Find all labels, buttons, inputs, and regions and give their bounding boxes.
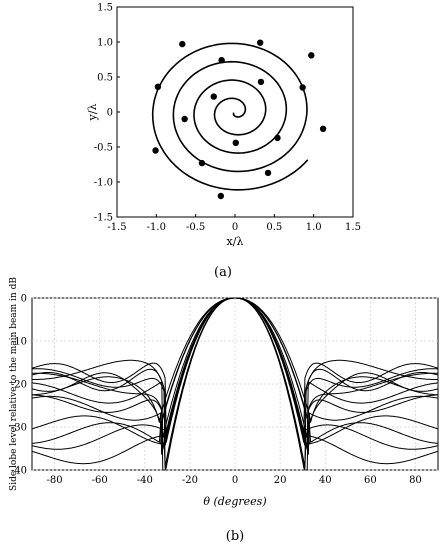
y-tick-label: 0 [21, 294, 27, 305]
panel-a-points [152, 39, 327, 200]
x-tick-label: -40 [137, 475, 153, 486]
x-tick-label: 60 [364, 475, 377, 486]
spiral-point [256, 39, 264, 46]
panel-b-ylabel: Side lobe level relative to the main bea… [9, 277, 19, 491]
spiral-point [198, 159, 206, 167]
y-tick-label: -0.5 [94, 143, 113, 154]
x-tick-label: -1.5 [107, 222, 126, 233]
panel-a: -1.5 -1.0 -0.5 0 0.5 1.0 1.5 1.51.00.50-0.5-1.… [86, 3, 361, 281]
panel-a-caption: (a) [214, 265, 232, 280]
panel-b-y-ticks: 0 -10 -20 -30 -40 [11, 294, 27, 477]
x-tick-label: 20 [274, 475, 287, 486]
spiral-point [217, 192, 225, 200]
spiral-point [181, 115, 188, 123]
x-tick-label: 40 [319, 475, 332, 486]
panel-b-xlabel: θ (degrees) [203, 495, 266, 508]
x-tick-label: 80 [409, 475, 422, 486]
spiral-point [179, 40, 186, 48]
y-tick-label: -30 [11, 423, 27, 434]
spiral-point [152, 147, 159, 154]
panel-b-grid [32, 297, 438, 471]
y-tick-label: 1.0 [97, 38, 113, 49]
y-tick-label: 0.5 [97, 73, 113, 84]
panel-b-x-ticks: -80 -60 -40 -20 0 20 40 60 80 [47, 475, 422, 486]
panel-a-x-ticks: -1.5 -1.0 -0.5 0 0.5 1.0 1.5 [107, 214, 361, 233]
spiral-point [264, 169, 272, 177]
x-tick-label: -0.5 [186, 222, 205, 233]
panel-a-xlabel: x/λ [227, 235, 244, 248]
spiral-point [299, 84, 306, 91]
spiral-point [308, 52, 315, 59]
y-tick-label: -10 [11, 337, 27, 348]
spiral-point [218, 57, 225, 64]
y-tick-label: 0 [107, 108, 113, 119]
x-tick-label: -80 [47, 475, 63, 486]
spiral-point [274, 134, 281, 142]
x-tick-label: -60 [92, 475, 108, 486]
panel-b-caption: (b) [226, 529, 244, 544]
x-tick-label: 1.0 [306, 222, 322, 233]
x-tick-label: -1.0 [147, 222, 166, 233]
panel-b-series [31, 297, 439, 471]
x-tick-label: -20 [182, 475, 198, 486]
panel-b: -80 -60 -40 -20 0 20 40 60 80 0 -10 -20 -30 -40 θ (d… [9, 277, 439, 544]
spiral-point [154, 83, 162, 91]
series-line [31, 297, 439, 455]
y-tick-label: -1.0 [94, 178, 113, 189]
x-tick-label: 0 [232, 222, 238, 233]
y-tick-label: -40 [11, 466, 27, 477]
panel-a-y-ticks: 1.5 1.0 0.5 0 -0.5 -1.0 -1.5 [94, 3, 120, 224]
y-tick-label: -1.5 [94, 213, 113, 224]
x-tick-label: 0 [232, 475, 238, 486]
spiral-curve [151, 42, 309, 191]
y-tick-label: -20 [11, 380, 27, 391]
spiral-point [232, 139, 239, 146]
spiral-point [319, 125, 327, 132]
panel-a-ylabel: y/λ [86, 104, 99, 122]
x-tick-label: 0.5 [266, 222, 282, 233]
y-tick-label: 1.5 [97, 3, 113, 14]
spiral-point [257, 78, 265, 86]
spiral-point [210, 93, 217, 100]
x-tick-label: 1.5 [345, 222, 361, 233]
